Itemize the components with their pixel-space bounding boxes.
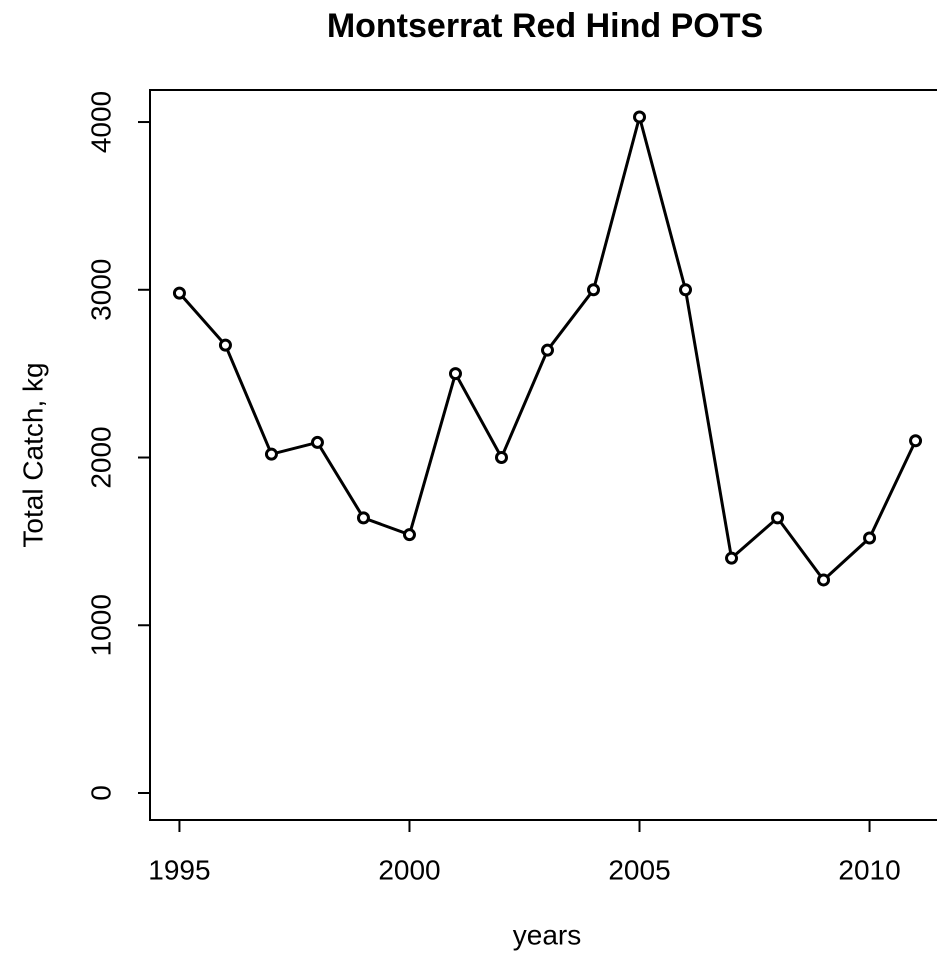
x-axis-label: years xyxy=(513,919,581,950)
y-tick-label: 3000 xyxy=(85,259,116,321)
data-point xyxy=(448,367,462,381)
data-point xyxy=(863,531,877,545)
data-point xyxy=(909,434,923,448)
data-point xyxy=(633,110,647,124)
chart-title: Montserrat Red Hind POTS xyxy=(327,7,763,45)
x-tick-label: 1995 xyxy=(148,854,210,885)
data-point xyxy=(771,511,785,525)
plot-frame xyxy=(149,89,937,821)
data-point xyxy=(402,528,416,542)
data-point xyxy=(817,573,831,587)
x-tick-label: 2005 xyxy=(608,854,670,885)
data-point xyxy=(264,447,278,461)
y-tick-label: 4000 xyxy=(85,91,116,153)
y-tick-label: 0 xyxy=(85,785,116,801)
data-point xyxy=(541,343,554,357)
data-point xyxy=(172,286,186,300)
y-tick-label: 1000 xyxy=(85,594,116,656)
data-point xyxy=(587,283,601,297)
x-tick-label: 2010 xyxy=(838,854,900,885)
data-point xyxy=(679,283,693,297)
data-point xyxy=(356,511,370,525)
y-tick-label: 2000 xyxy=(85,426,116,488)
data-point xyxy=(310,435,324,449)
data-point xyxy=(494,451,508,465)
x-tick-label: 2000 xyxy=(378,854,440,885)
y-axis-label: Total Catch, kg xyxy=(17,362,48,547)
data-point xyxy=(218,338,232,352)
data-point xyxy=(725,551,739,565)
